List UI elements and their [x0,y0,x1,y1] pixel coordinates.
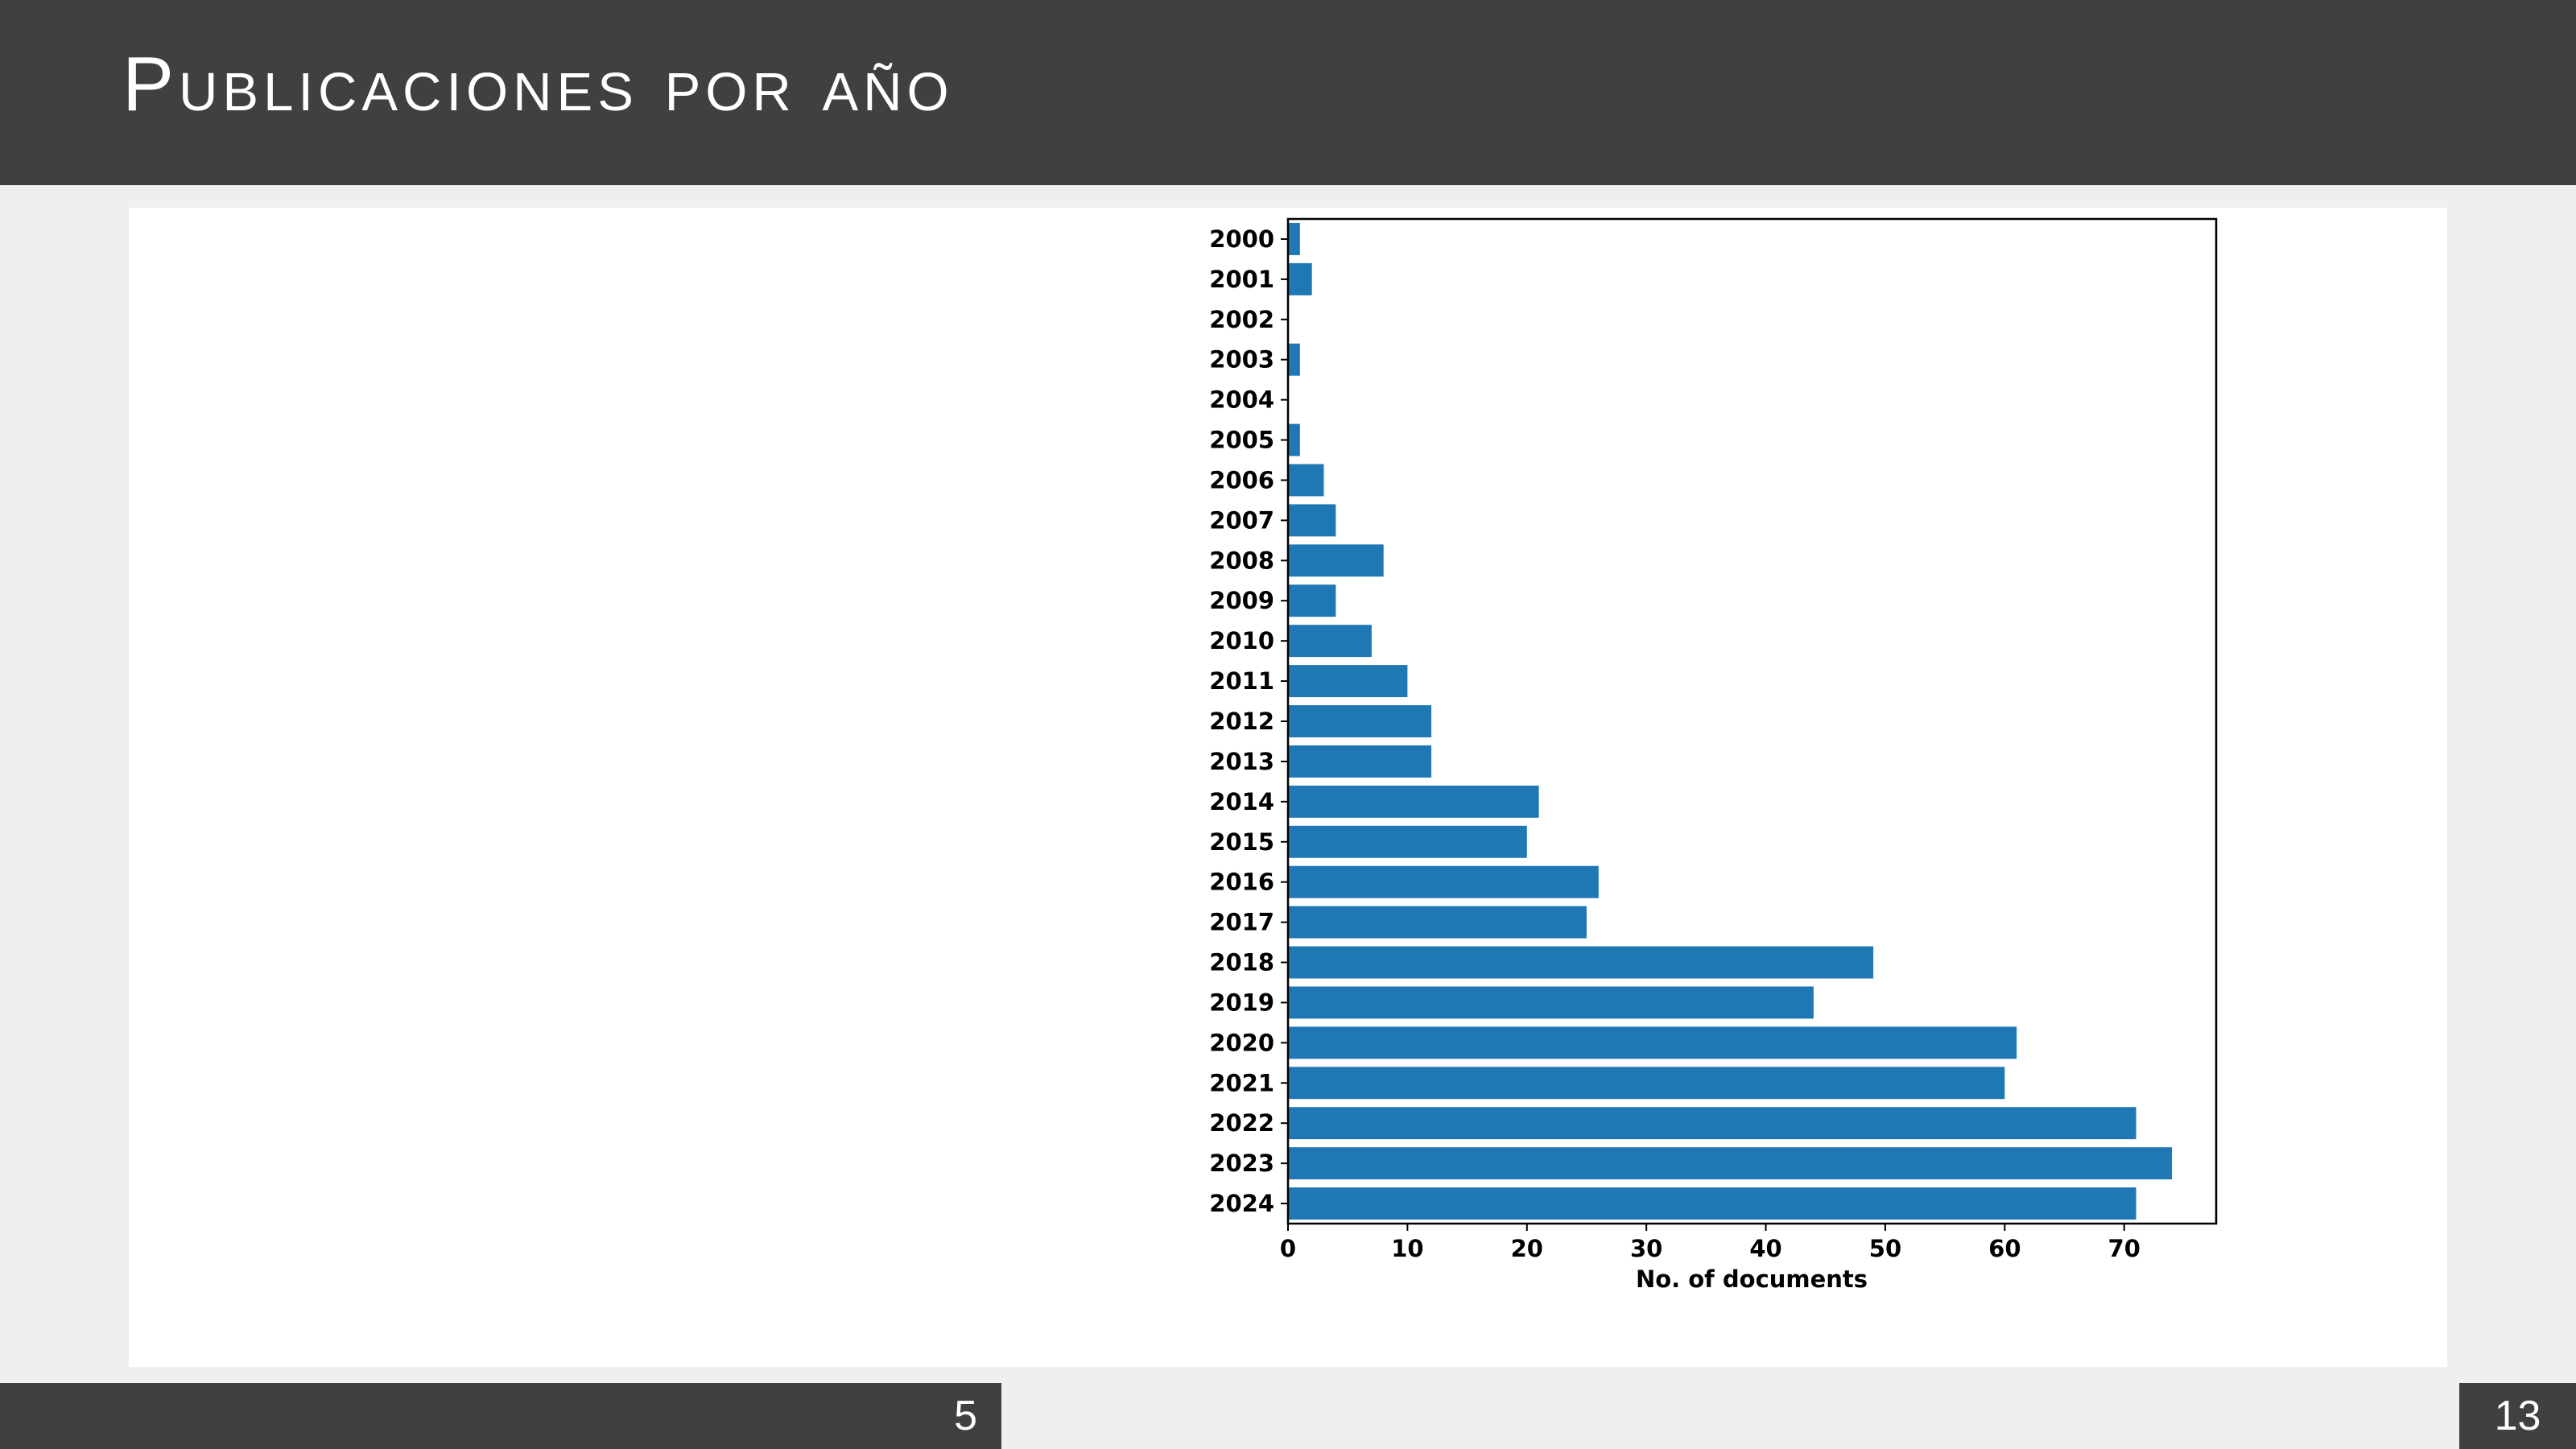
y-tick-label-2019: 2019 [1209,989,1274,1016]
x-tick-label-60: 60 [1988,1235,2021,1262]
bar-2007 [1288,504,1336,537]
section-number: 5 [954,1393,977,1439]
y-tick-label-2007: 2007 [1209,506,1274,534]
slide-title: Publicaciones por año [122,41,954,127]
bar-2006 [1288,464,1324,497]
bar-2019 [1288,986,1814,1019]
bar-2005 [1288,423,1300,456]
x-tick-label-30: 30 [1630,1235,1662,1262]
y-tick-label-2006: 2006 [1209,466,1274,493]
x-tick-label-10: 10 [1391,1235,1423,1262]
x-tick-label-70: 70 [2108,1235,2140,1262]
x-tick-label-0: 0 [1280,1235,1296,1262]
y-axis-ticks: 2000 2001 2002 2003 2004 2005 2006 2007 2008 2009… [1209,225,1288,1217]
bar-2018 [1288,946,1874,979]
bar-2016 [1288,865,1599,898]
y-tick-label-2013: 2013 [1209,748,1274,775]
x-tick-label-20: 20 [1511,1235,1543,1262]
x-tick-label-40: 40 [1749,1235,1781,1262]
bar-2012 [1288,705,1432,737]
y-tick-label-2017: 2017 [1209,909,1274,936]
footer-right-bar: 13 [2459,1383,2576,1449]
footer-left-bar: 5 [0,1383,1001,1449]
y-tick-label-2024: 2024 [1209,1190,1274,1217]
y-tick-label-2021: 2021 [1209,1069,1274,1096]
bar-2008 [1288,544,1384,577]
y-tick-label-2014: 2014 [1209,788,1274,815]
y-tick-label-2020: 2020 [1209,1029,1274,1056]
bar-2010 [1288,625,1372,658]
y-tick-label-2002: 2002 [1209,306,1274,333]
bar-2024 [1288,1187,2136,1220]
chart-panel: 2000 2001 2002 2003 2004 2005 2006 2007 2008 2009… [129,208,2447,1367]
bars-layer [1288,222,2173,1220]
header-bar: Publicaciones por año [0,0,2576,185]
x-axis-ticks: 0 10 20 30 40 50 60 70 [1280,1224,2140,1262]
y-tick-label-2015: 2015 [1209,828,1274,856]
y-tick-label-2003: 2003 [1209,346,1274,374]
y-tick-label-2000: 2000 [1209,225,1274,253]
bar-2003 [1288,343,1300,376]
y-tick-label-2018: 2018 [1209,949,1274,976]
bar-2001 [1288,262,1312,295]
y-tick-label-2022: 2022 [1209,1109,1274,1137]
y-tick-label-2011: 2011 [1209,667,1274,695]
bar-2000 [1288,222,1300,255]
y-tick-label-2008: 2008 [1209,547,1274,574]
y-tick-label-2001: 2001 [1209,266,1274,293]
bar-2017 [1288,906,1587,939]
bar-2013 [1288,745,1432,778]
bar-2021 [1288,1067,2005,1100]
y-tick-label-2004: 2004 [1209,386,1274,414]
bar-2009 [1288,584,1336,617]
x-tick-label-50: 50 [1869,1235,1901,1262]
bar-2014 [1288,785,1539,818]
y-tick-label-2016: 2016 [1209,869,1274,896]
bar-2023 [1288,1147,2173,1180]
x-axis-label: No. of documents [1636,1265,1868,1293]
bar-chart: 2000 2001 2002 2003 2004 2005 2006 2007 2008 2009… [1209,217,2218,1293]
bar-2011 [1288,665,1408,698]
y-tick-label-2009: 2009 [1209,587,1274,614]
y-tick-label-2005: 2005 [1209,427,1274,454]
y-tick-label-2010: 2010 [1209,627,1274,654]
bar-2020 [1288,1026,2017,1059]
bar-2022 [1288,1107,2136,1140]
y-tick-label-2023: 2023 [1209,1150,1274,1177]
y-tick-label-2012: 2012 [1209,708,1274,735]
page-number: 13 [2494,1393,2541,1439]
bar-2015 [1288,825,1527,858]
